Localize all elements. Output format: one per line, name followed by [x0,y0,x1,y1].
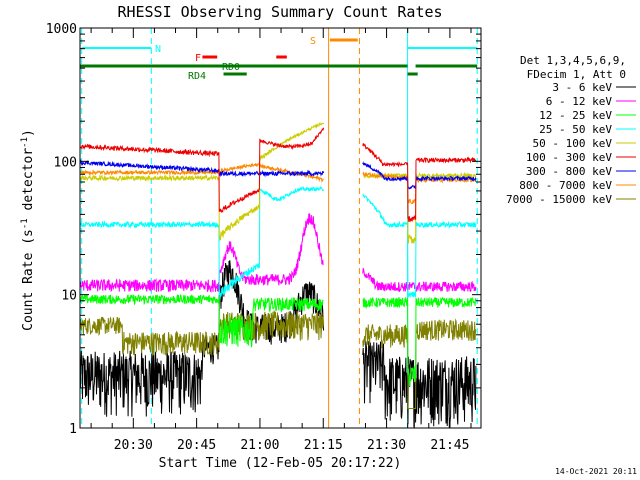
series-line-50-100keV [79,122,325,241]
plot-frame [79,27,482,429]
legend: Det 1,3,4,5,6,9,FDecim 1, Att 03 - 6 keV… [506,54,636,206]
legend-header-line: FDecim 1, Att 0 [527,68,626,81]
y-tick-label: 100 [54,155,77,170]
series-line-7000-15000keV [79,309,325,356]
y-axis-label-part2: detector [21,148,36,219]
x-tick-label: 21:00 [240,438,279,453]
series-line-100-300keV [79,127,325,213]
flag-label-n: N [155,44,161,55]
y-axis-label: Count Rate (s-1 detector-1) [20,129,36,331]
data-layer [79,28,478,429]
flag-layer: N F RD0 RD4 S [80,36,478,82]
flag-label-rd0: RD0 [222,62,240,73]
x-tick-label: 21:45 [430,438,469,453]
series-line-12-25keV [79,294,324,348]
legend-label: 50 - 100 keV [533,137,613,150]
x-axis-label: Start Time (12-Feb-05 20:17:22) [159,456,402,471]
series-line-3-6keV [79,260,325,417]
series-line-800-7000keV [79,162,324,183]
series-line-100-300keV [362,143,477,222]
y-axis-label-part1: Count Rate (s [21,229,36,331]
flag-label-s: S [310,36,316,47]
legend-label: 25 - 50 keV [539,123,612,136]
timestamp: 14-Oct-2021 20:11 [555,467,637,476]
legend-label: 100 - 300 keV [526,151,612,164]
legend-header-line: Det 1,3,4,5,6,9, [520,54,626,67]
y-axis-label-sup1: -1 [20,218,30,229]
flag-label-rd4: RD4 [188,71,206,82]
x-tick-label: 21:30 [367,438,406,453]
y-axis-label-part3: ) [21,129,36,137]
x-tick-label: 20:30 [114,438,153,453]
legend-label: 3 - 6 keV [552,81,612,94]
series-line-12-25keV [362,296,477,387]
series-line-7000-15000keV [362,318,477,409]
x-tick-label: 20:45 [177,438,216,453]
y-axis-label-sup2: -1 [20,137,30,148]
y-tick-label: 1 [69,422,77,437]
legend-label: 300 - 800 keV [526,165,612,178]
chart-title: RHESSI Observing Summary Count Rates [117,3,442,21]
legend-label: 6 - 12 keV [546,95,613,108]
series-line-50-100keV [362,172,477,244]
y-tick-label: 10 [61,289,77,304]
legend-label: 12 - 25 keV [539,109,612,122]
series-line-6-12keV [79,213,324,294]
axis-layer: 1 10 100 1000 20:30 20:45 21:00 21:15 21:30 21:45 [46,22,481,453]
series-line-300-800keV [362,161,477,190]
legend-label: 800 - 7000 keV [519,179,612,192]
series-line-25-50keV [79,185,325,300]
series-line-6-12keV [362,268,477,293]
series-line-3-6keV [362,341,477,429]
y-tick-label: 1000 [46,22,77,37]
series-line-300-800keV [79,159,325,178]
legend-label: 7000 - 15000 keV [506,193,612,206]
x-tick-label: 21:15 [304,438,343,453]
series-line-25-50keV [362,193,477,298]
flag-label-f: F [195,53,201,64]
